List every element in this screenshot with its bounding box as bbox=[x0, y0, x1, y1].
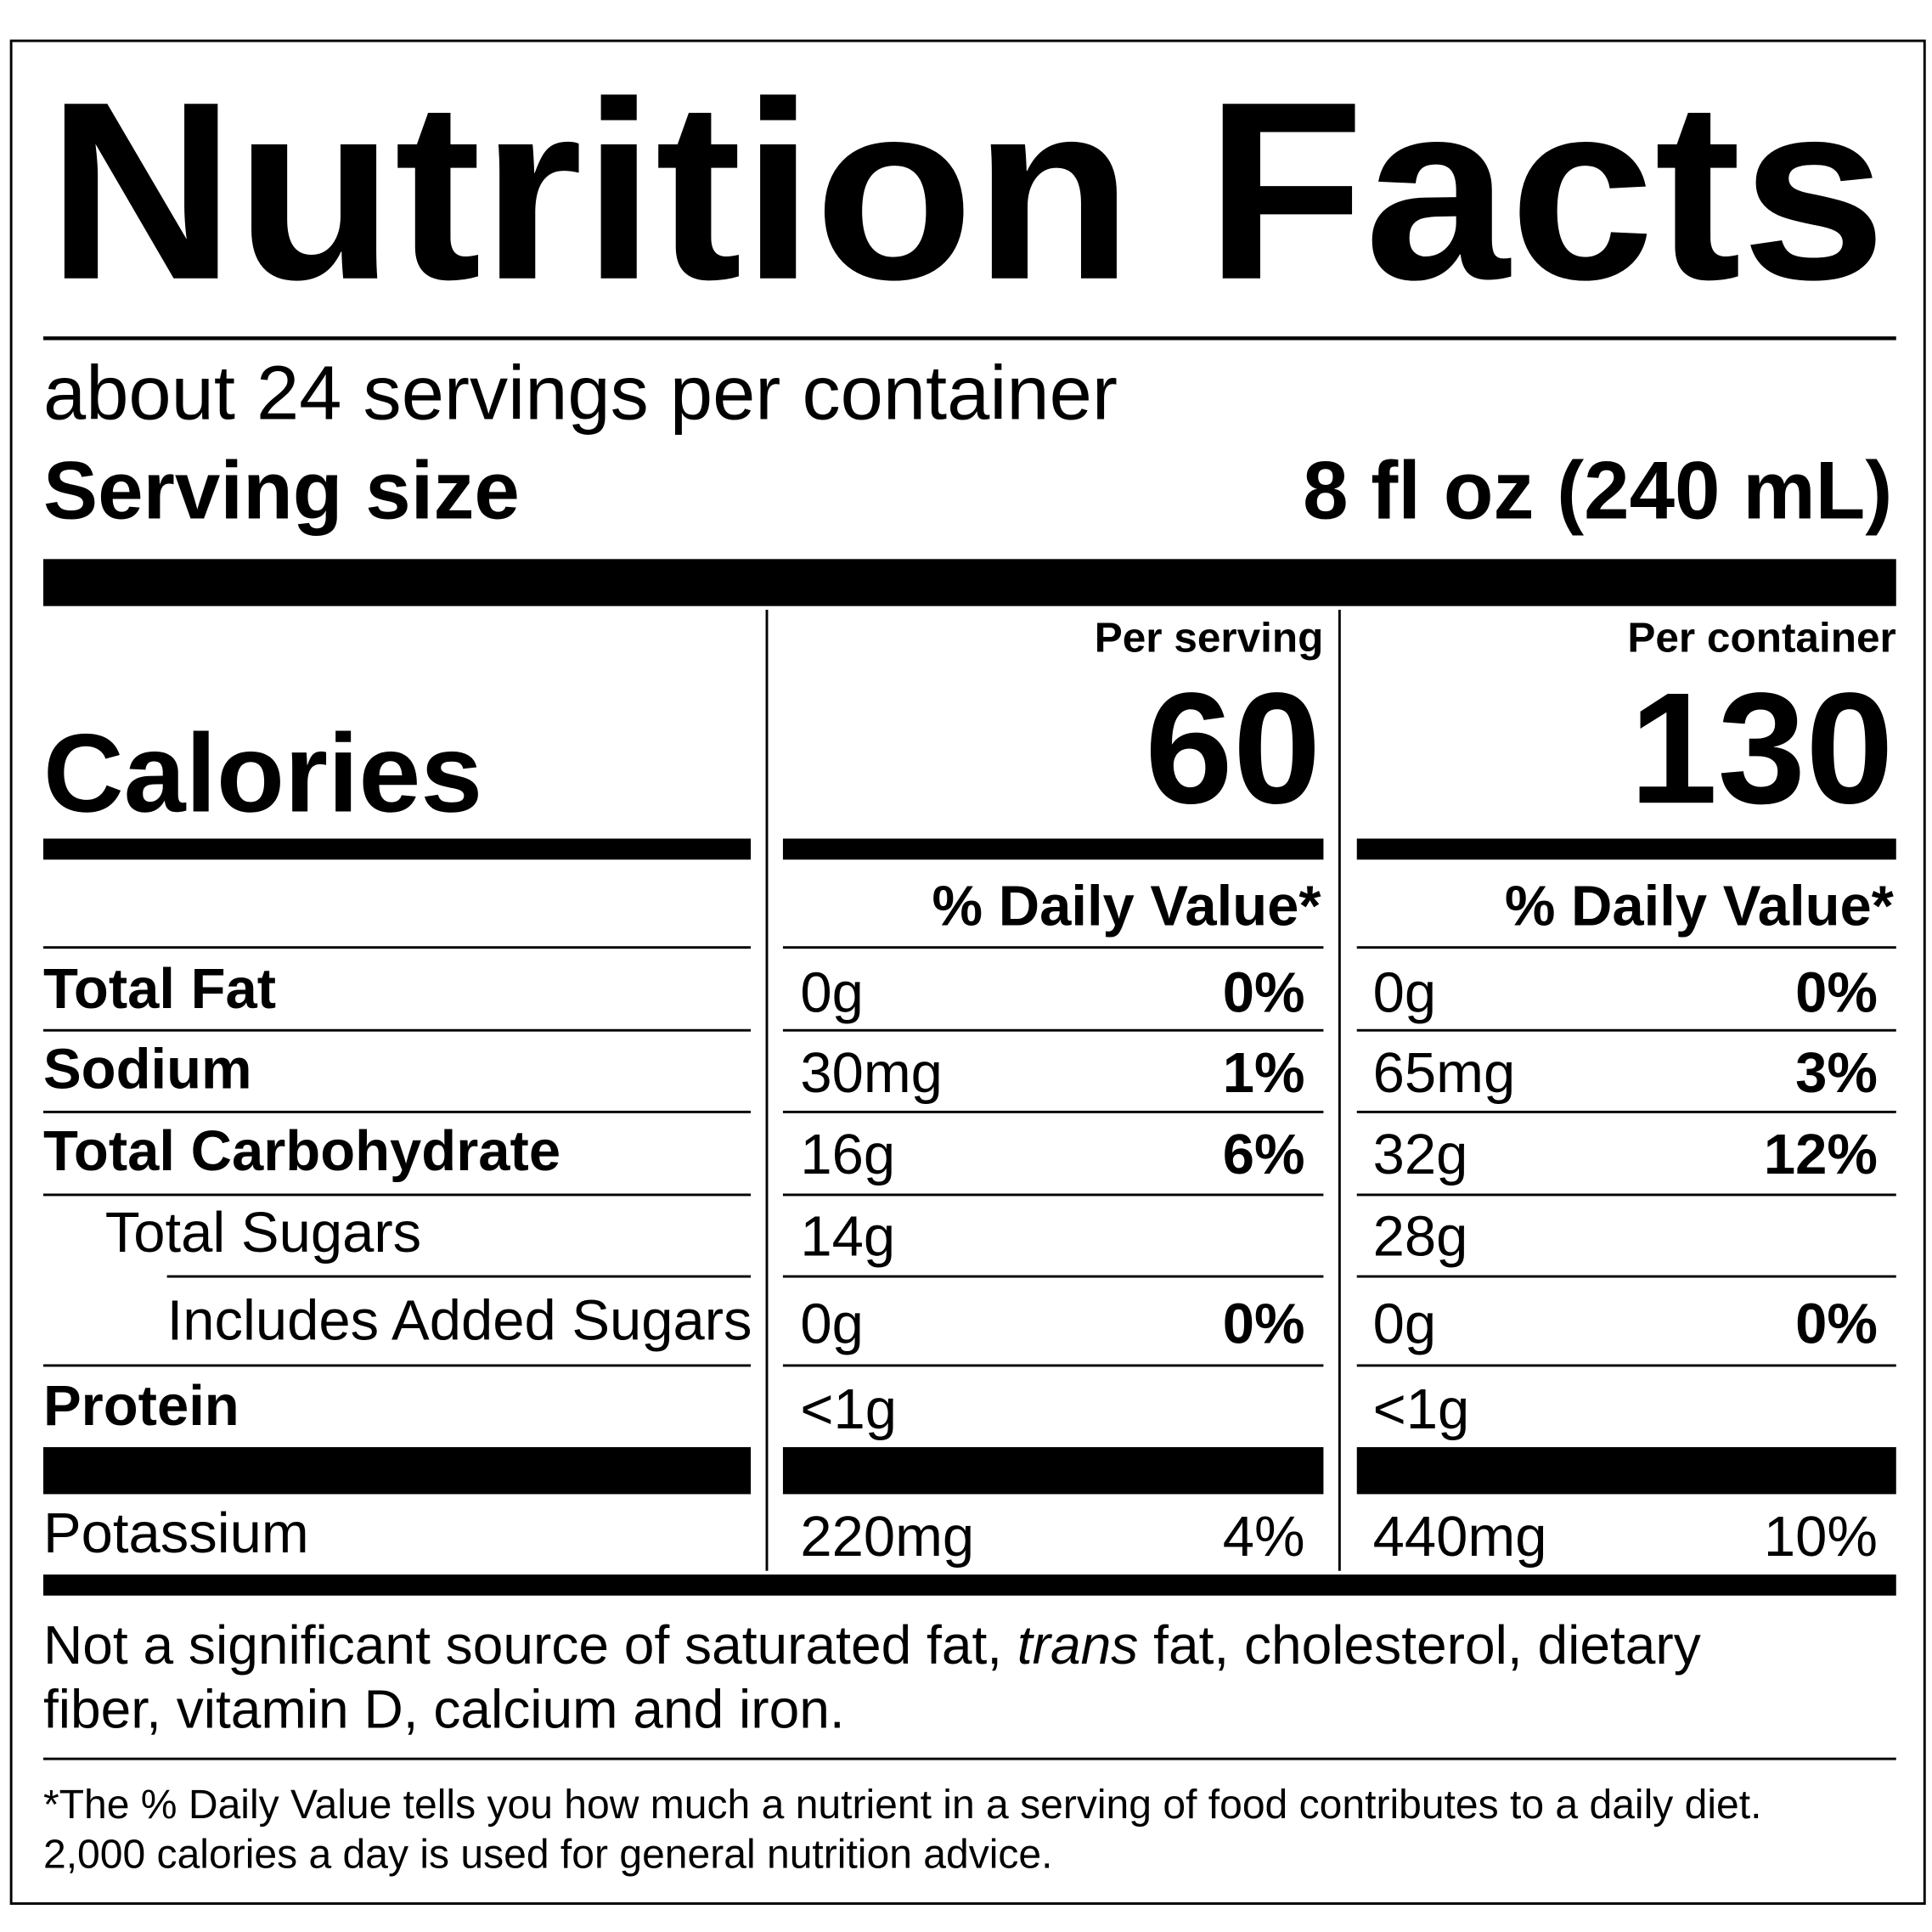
rule bbox=[42, 336, 1896, 341]
nutrient-name: Sodium bbox=[43, 1038, 252, 1101]
note-text: trans bbox=[1017, 1614, 1138, 1676]
nutrient-name: Potassium bbox=[43, 1501, 309, 1565]
calories-value: 60 bbox=[1145, 659, 1321, 836]
rule bbox=[782, 1364, 1324, 1367]
thick-bar bbox=[42, 559, 1896, 606]
nutrient-name: Total Carbohydrate bbox=[43, 1119, 560, 1183]
rule bbox=[1356, 1028, 1896, 1032]
rule bbox=[1356, 1275, 1896, 1278]
amount: 440mg bbox=[1373, 1505, 1547, 1569]
rule bbox=[42, 1364, 752, 1367]
rule bbox=[782, 1028, 1324, 1032]
bar bbox=[42, 1447, 752, 1495]
rule bbox=[1356, 1364, 1896, 1367]
column-header: Per container bbox=[1627, 615, 1895, 662]
note-text: Not a significant source of saturated fa… bbox=[43, 1614, 1017, 1676]
servings: about 24 servings per container bbox=[43, 351, 1118, 437]
amount: 14g bbox=[800, 1204, 895, 1268]
bar bbox=[1356, 1447, 1896, 1495]
serving-size-value: 8 fl oz (240 mL) bbox=[1303, 445, 1892, 536]
rule bbox=[166, 1275, 752, 1278]
rule bbox=[782, 1110, 1324, 1113]
column-divider bbox=[1338, 610, 1341, 1571]
note-line: fiber, vitamin D, calcium and iron. bbox=[43, 1679, 845, 1740]
note-text: fiber, vitamin D, calcium and iron. bbox=[43, 1679, 845, 1740]
daily-value: 10% bbox=[1764, 1505, 1878, 1569]
rule bbox=[42, 1110, 752, 1113]
amount: <1g bbox=[800, 1377, 897, 1441]
rule bbox=[42, 1028, 752, 1032]
amount: <1g bbox=[1373, 1377, 1470, 1441]
column-divider bbox=[765, 610, 769, 1571]
title: Nutrition Facts bbox=[47, 50, 1886, 333]
daily-value: 12% bbox=[1764, 1123, 1878, 1186]
footnote-line: *The % Daily Value tells you how much a … bbox=[43, 1782, 1762, 1828]
rule bbox=[42, 1757, 1896, 1760]
calories-label: Calories bbox=[43, 710, 482, 835]
bar bbox=[1356, 838, 1896, 860]
daily-value: 3% bbox=[1795, 1041, 1878, 1105]
daily-value: 0% bbox=[1795, 960, 1878, 1024]
rule bbox=[782, 1193, 1324, 1197]
amount: 0g bbox=[1373, 960, 1437, 1024]
bar bbox=[782, 1447, 1324, 1495]
rule bbox=[782, 1275, 1324, 1278]
rule bbox=[1356, 1193, 1896, 1197]
nutrient-name: Protein bbox=[43, 1374, 239, 1438]
amount: 32g bbox=[1373, 1123, 1468, 1186]
rule bbox=[1356, 1110, 1896, 1113]
note-text: fat, cholesterol, dietary bbox=[1138, 1614, 1700, 1676]
daily-value: 1% bbox=[1223, 1041, 1305, 1105]
amount: 30mg bbox=[800, 1041, 943, 1105]
serving-size-label: Serving size bbox=[43, 445, 520, 536]
nutrient-name: Total Fat bbox=[43, 957, 276, 1021]
rule bbox=[782, 946, 1324, 949]
nutrient-name: Total Sugars bbox=[105, 1201, 421, 1265]
rule bbox=[42, 1193, 752, 1197]
bar bbox=[782, 838, 1324, 860]
amount: 28g bbox=[1373, 1204, 1468, 1268]
amount: 220mg bbox=[800, 1505, 974, 1569]
amount: 65mg bbox=[1373, 1041, 1516, 1105]
column-header: Per serving bbox=[1095, 615, 1324, 662]
amount: 0g bbox=[800, 1293, 864, 1356]
daily-value: 0% bbox=[1795, 1293, 1878, 1356]
nutrient-name: Includes Added Sugars bbox=[167, 1288, 752, 1352]
daily-value: 4% bbox=[1223, 1505, 1305, 1569]
dv-header: % Daily Value* bbox=[1505, 874, 1894, 938]
rule bbox=[42, 946, 752, 949]
bar bbox=[42, 838, 752, 860]
dv-header: % Daily Value* bbox=[932, 874, 1321, 938]
amount: 0g bbox=[1373, 1293, 1437, 1356]
rule bbox=[1356, 946, 1896, 949]
footnote-line: 2,000 calories a day is used for general… bbox=[43, 1831, 1053, 1877]
bar bbox=[42, 1574, 1896, 1596]
daily-value: 0% bbox=[1223, 1293, 1305, 1356]
daily-value: 0% bbox=[1223, 960, 1305, 1024]
amount: 16g bbox=[800, 1123, 895, 1186]
amount: 0g bbox=[800, 960, 864, 1024]
calories-value: 130 bbox=[1630, 659, 1894, 836]
note-line: Not a significant source of saturated fa… bbox=[43, 1614, 1701, 1676]
daily-value: 6% bbox=[1223, 1123, 1305, 1186]
